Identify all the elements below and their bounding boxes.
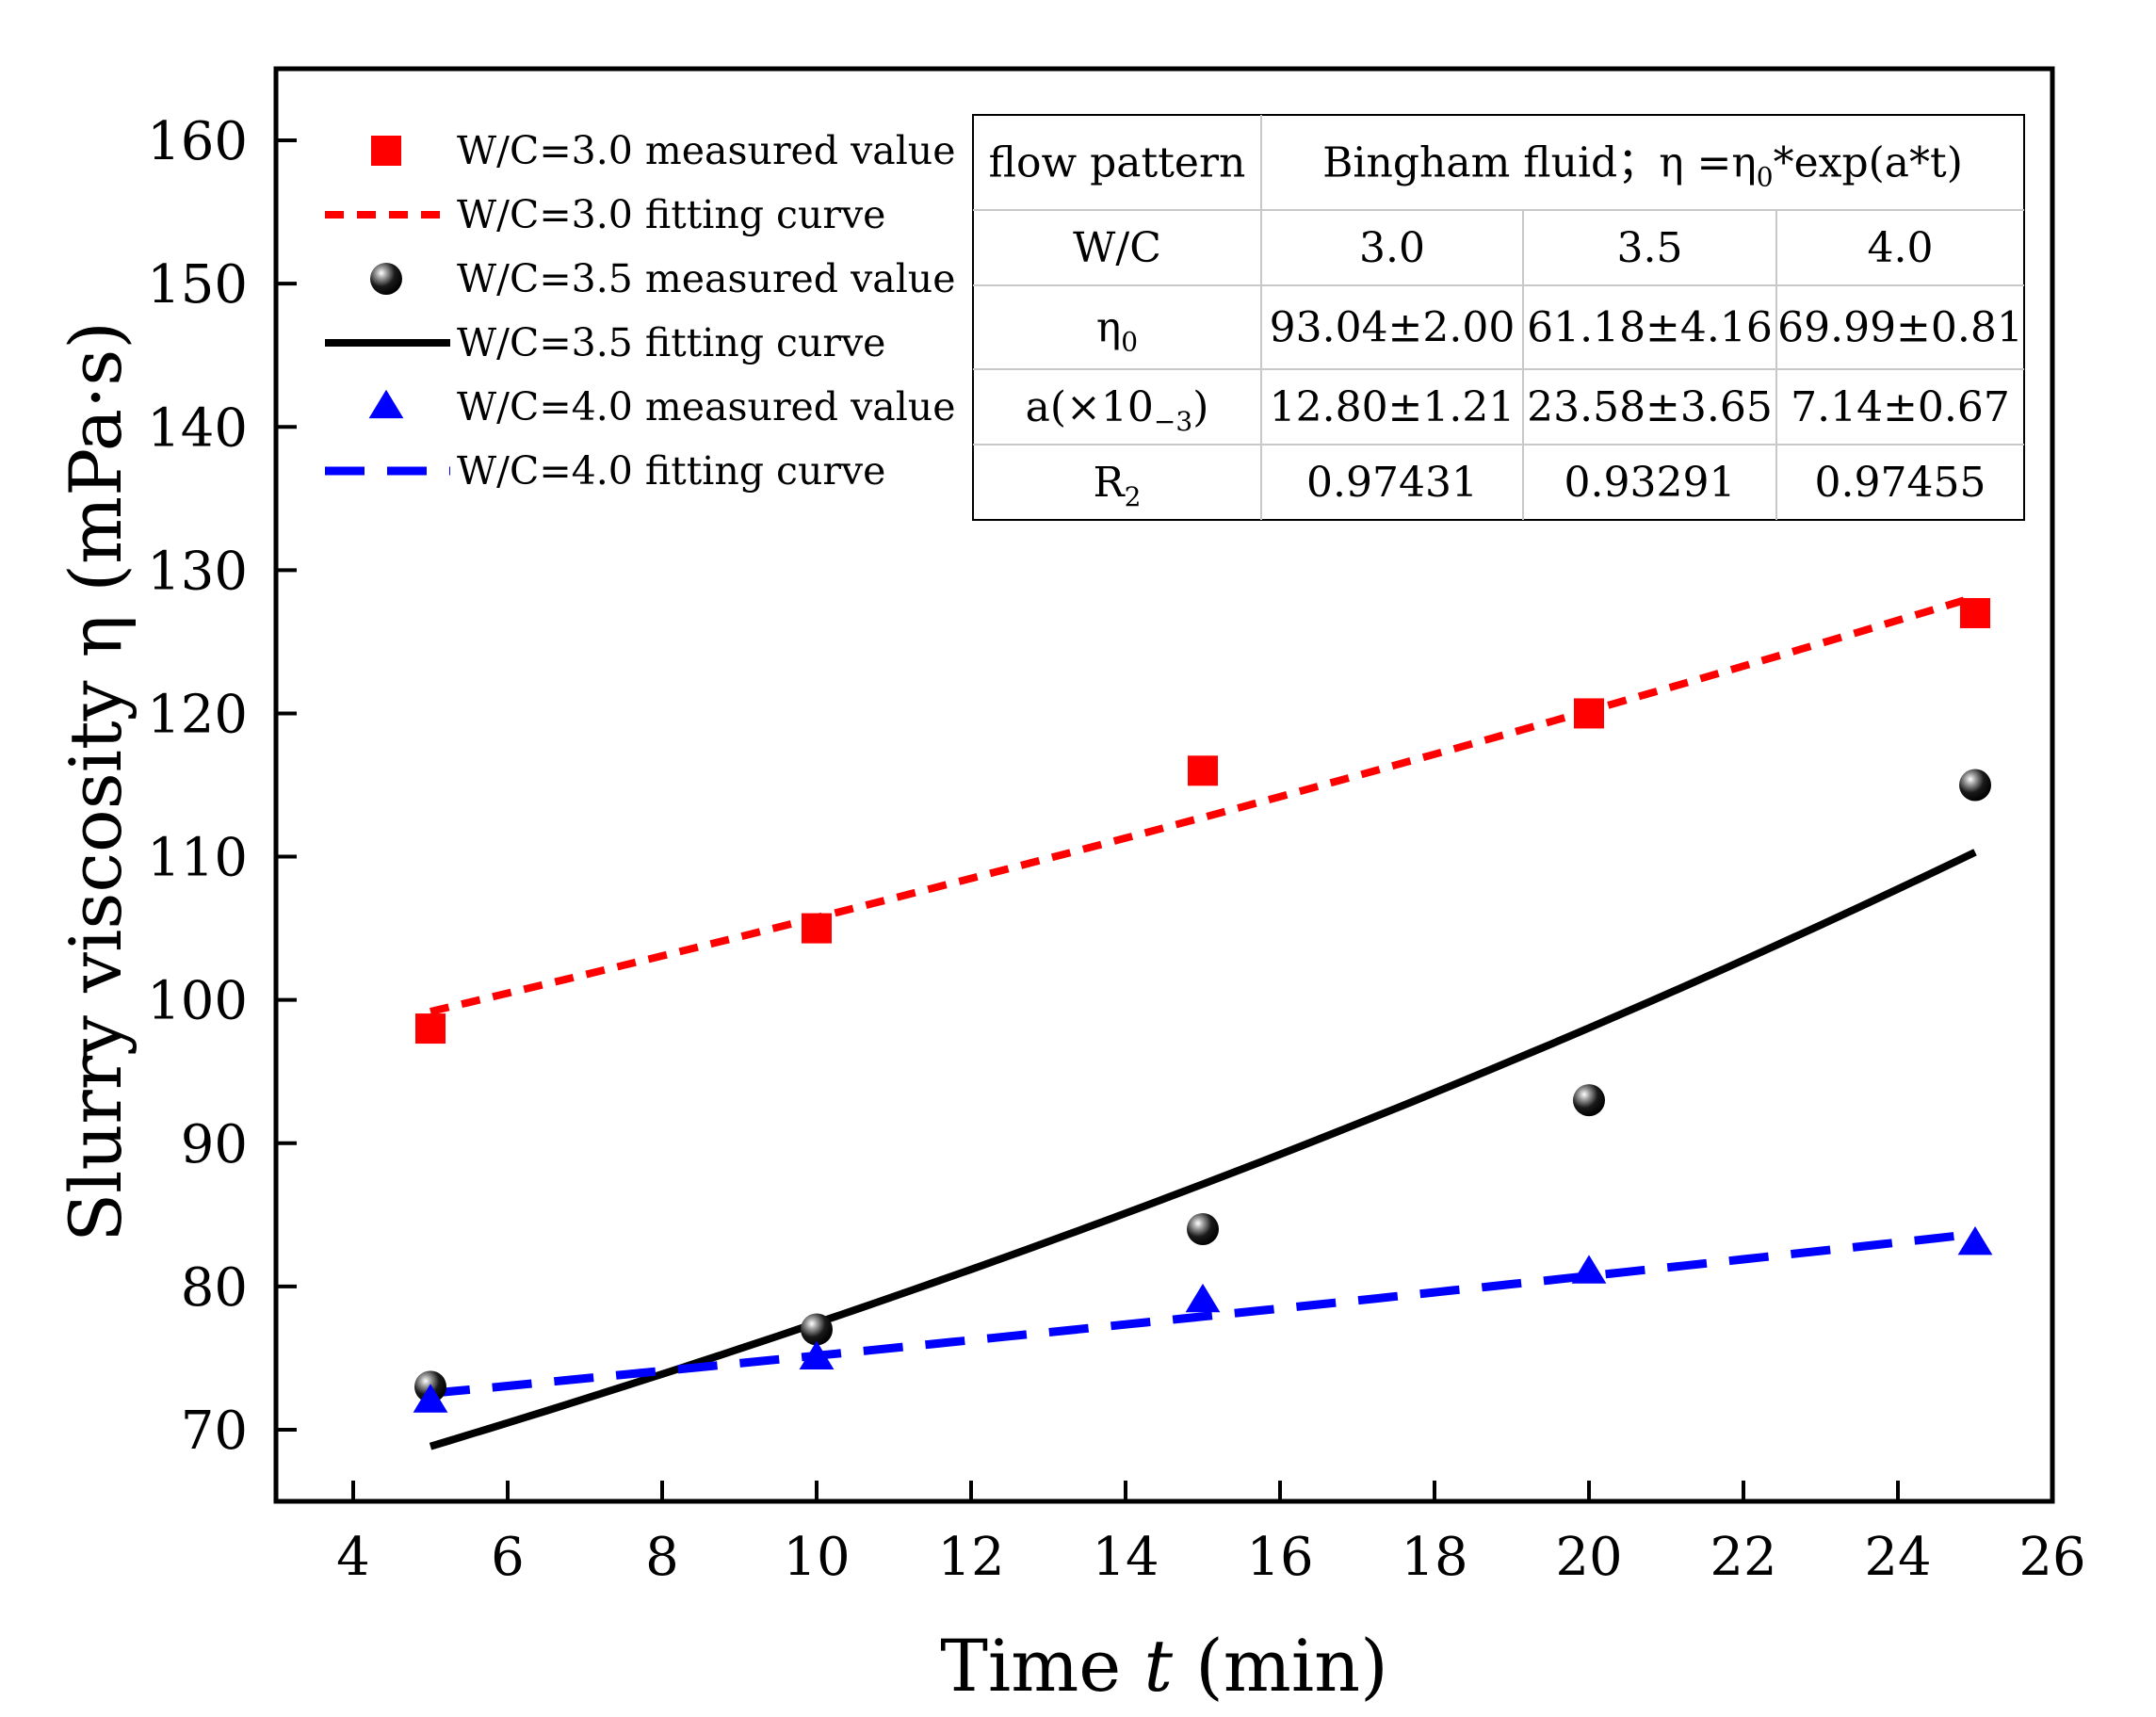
triangle-marker (1185, 1283, 1221, 1313)
table-cell: 3.0 (1359, 224, 1425, 272)
x-tick-label: 12 (937, 1527, 1004, 1588)
triangle-marker (413, 1384, 448, 1413)
y-tick-label: 130 (147, 541, 248, 602)
sphere-marker (1573, 1084, 1605, 1117)
y-axis-title: Slurry viscosity η (mPa·s) (54, 321, 138, 1242)
triangle-marker (1571, 1255, 1607, 1284)
square-marker (415, 1013, 446, 1045)
y-tick-label: 150 (147, 254, 248, 316)
table-header-label: flow pattern (989, 139, 1246, 187)
measured-points (413, 597, 1993, 1413)
x-axis-title: Time t (min) (940, 1624, 1388, 1708)
x-tick-label: 4 (336, 1527, 370, 1588)
table-row-label: η0 (1096, 304, 1138, 358)
table-row-label: W/C (1073, 224, 1161, 272)
x-tick-label: 10 (783, 1527, 850, 1588)
x-tick-label: 22 (1710, 1527, 1776, 1588)
table-cell: 93.04±2.00 (1270, 304, 1516, 352)
y-tick-label: 110 (147, 828, 248, 889)
x-tick-label: 20 (1555, 1527, 1622, 1588)
parameter-table: flow pattern Bingham fluid；η =η0*exp(a*t)… (972, 114, 2025, 521)
legend-label: W/C=3.0 fitting curve (457, 192, 885, 237)
sphere-marker (1187, 1213, 1219, 1246)
square-marker (1188, 755, 1218, 786)
x-tick-label: 26 (2018, 1527, 2085, 1588)
y-tick-label: 120 (147, 684, 248, 745)
square-marker (1960, 597, 1990, 628)
table-cell: 3.5 (1617, 224, 1683, 272)
legend-label: W/C=3.5 fitting curve (457, 320, 885, 365)
table-cell: 23.58±3.65 (1527, 383, 1773, 431)
table-cell: 0.97455 (1815, 459, 1986, 507)
x-axis: 4 6 8 10 12 14 16 18 20 22 24 26 (336, 1481, 2086, 1588)
table-row-label: R2 (1094, 459, 1142, 512)
x-tick-label: 16 (1246, 1527, 1313, 1588)
y-tick-label: 160 (147, 111, 248, 172)
legend: W/C=3.0 measured value W/C=3.0 fitting cu… (325, 128, 955, 494)
x-tick-label: 6 (491, 1527, 525, 1588)
legend-label: W/C=4.0 fitting curve (457, 448, 885, 494)
x-tick-label: 14 (1092, 1527, 1159, 1588)
fitting-curves (429, 592, 1977, 1450)
sphere-marker (1959, 769, 1991, 802)
table-cell: 0.93291 (1564, 459, 1736, 507)
y-tick-label: 100 (147, 971, 248, 1032)
table-frame (972, 114, 2025, 521)
y-tick-label: 140 (147, 397, 248, 459)
legend-label: W/C=3.5 measured value (457, 256, 955, 301)
table-header-value: Bingham fluid；η =η0*exp(a*t) (1322, 139, 1963, 193)
table-cell: 0.97431 (1306, 459, 1478, 507)
legend-label: W/C=3.0 measured value (457, 128, 955, 173)
table-cell: 12.80±1.21 (1270, 383, 1516, 431)
table-cell: 69.99±0.81 (1777, 304, 2023, 352)
triangle-marker (368, 389, 404, 419)
y-tick-label: 90 (181, 1114, 248, 1175)
table-cell: 4.0 (1868, 224, 1934, 272)
y-tick-label: 70 (181, 1401, 248, 1462)
square-marker (371, 136, 401, 166)
x-tick-label: 18 (1401, 1527, 1467, 1588)
square-marker (1574, 698, 1604, 729)
fitting-curve (430, 592, 1977, 1015)
sphere-marker (370, 263, 402, 295)
y-tick-label: 80 (181, 1257, 248, 1319)
table-row-label: a(×10−3) (1026, 383, 1209, 437)
table-cell: 7.14±0.67 (1791, 383, 2010, 431)
sphere-marker (801, 1313, 833, 1346)
x-tick-label: 8 (645, 1527, 679, 1588)
x-tick-label: 24 (1864, 1527, 1931, 1588)
triangle-marker (799, 1340, 835, 1370)
table-cell: 61.18±4.16 (1527, 304, 1773, 352)
fitting-curve (430, 1229, 1976, 1398)
square-marker (802, 913, 832, 944)
y-axis: 70 80 90 100 110 120 130 140 150 160 (147, 111, 297, 1462)
legend-label: W/C=4.0 measured value (457, 384, 955, 429)
triangle-marker (1957, 1225, 1993, 1255)
